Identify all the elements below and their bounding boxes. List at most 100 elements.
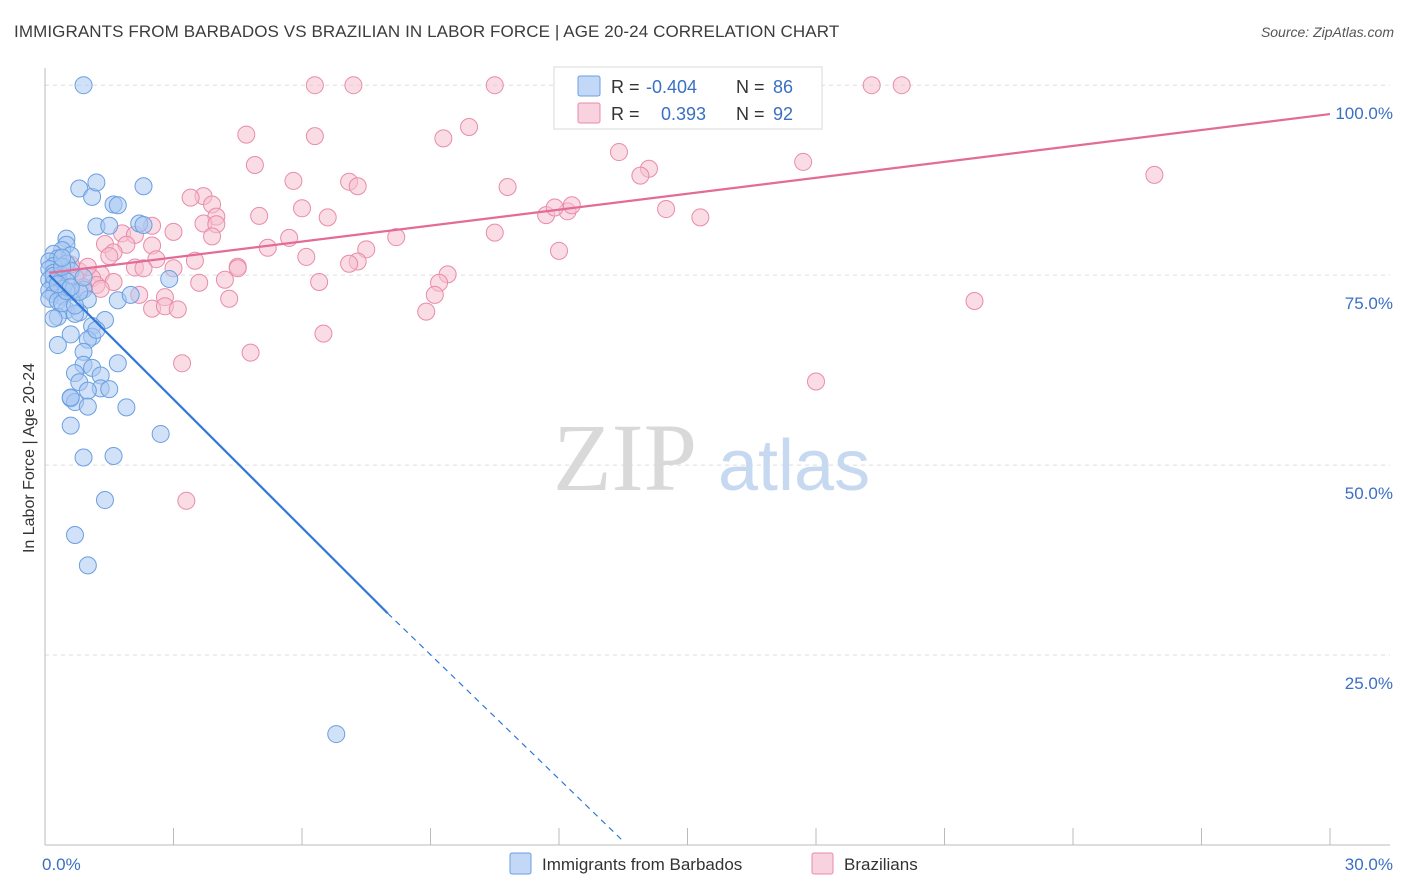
- brazilians-point: [203, 227, 222, 246]
- barbados-point: [61, 325, 80, 344]
- barbados-point: [134, 216, 153, 234]
- legend-n-label-1: N =: [736, 77, 765, 97]
- watermark: ZIP atlas: [553, 404, 870, 511]
- brazilians-point: [250, 206, 269, 225]
- trend-lines: [48, 112, 1331, 842]
- brazilians-point: [293, 199, 311, 218]
- legend-r-value-2: 0.393: [661, 104, 706, 124]
- barbados-point: [95, 491, 114, 510]
- brazilians-point: [691, 208, 710, 227]
- barbados-point: [134, 177, 153, 196]
- barbados-point: [48, 336, 67, 355]
- brazilians-point: [344, 76, 363, 95]
- legend-swatch-pink: [577, 102, 601, 124]
- barbados-point: [121, 285, 140, 304]
- brazilians-point: [417, 302, 436, 321]
- barbados-point: [100, 380, 119, 399]
- brazilians-point: [498, 178, 517, 197]
- y-tick-label-25: 25.0%: [1345, 674, 1393, 693]
- legend-swatch-brazilians: [811, 852, 834, 875]
- barbados-point: [104, 446, 123, 465]
- brazilians-point: [164, 222, 183, 241]
- brazilians-point: [357, 240, 376, 259]
- barbados-point: [74, 268, 93, 287]
- brazilians-point: [134, 259, 153, 278]
- brazilians-point: [485, 223, 504, 242]
- brazilians-point: [550, 241, 568, 260]
- brazilians-point: [220, 289, 239, 308]
- brazilians-point: [387, 228, 406, 247]
- brazilians-point: [862, 76, 881, 95]
- brazilians-point: [297, 247, 316, 266]
- barbados-point: [327, 725, 346, 744]
- brazilians-point: [460, 117, 479, 136]
- brazilians-point: [348, 177, 367, 196]
- brazilians-point: [892, 76, 911, 95]
- gridlines: [45, 84, 1390, 656]
- barbados-point: [44, 309, 63, 328]
- axes: [44, 68, 1390, 846]
- brazilians-point: [215, 270, 234, 289]
- brazilians-trend-line: [49, 112, 1331, 274]
- barbados-point: [108, 354, 127, 373]
- brazilians-point: [173, 354, 192, 373]
- brazilians-point: [100, 247, 119, 266]
- watermark-atlas: atlas: [718, 426, 870, 506]
- brazilians-point: [185, 251, 204, 270]
- legend-label-barbados: Immigrants from Barbados: [542, 855, 742, 874]
- brazilians-point: [1145, 165, 1164, 184]
- brazilians-point: [310, 272, 329, 291]
- brazilians-point: [181, 188, 200, 207]
- brazilians-point: [657, 200, 676, 219]
- brazilians-point: [631, 166, 650, 185]
- barbados-point: [151, 424, 170, 443]
- x-tick-label-max: 30.0%: [1345, 855, 1393, 874]
- legend-r-label-1: R =: [611, 77, 640, 97]
- y-tick-label-75: 75.0%: [1345, 294, 1393, 313]
- brazilians-point: [245, 155, 264, 174]
- barbados-point: [108, 196, 127, 215]
- chart-title: IMMIGRANTS FROM BARBADOS VS BRAZILIAN IN…: [14, 22, 840, 41]
- brazilians-point: [965, 291, 984, 310]
- barbados-trend-line: [48, 274, 389, 615]
- brazilians-point: [485, 76, 504, 95]
- brazilians-point: [545, 198, 564, 217]
- brazilians-point: [562, 196, 581, 215]
- brazilians-point: [340, 254, 359, 273]
- barbados-point: [61, 416, 80, 435]
- x-tick-label-min: 0.0%: [42, 855, 81, 874]
- brazilians-point: [425, 285, 444, 304]
- brazilians-point: [241, 343, 260, 362]
- barbados-point: [117, 398, 136, 417]
- barbados-point: [100, 216, 119, 235]
- barbados-point: [65, 526, 84, 544]
- y-axis-label: In Labor Force | Age 20-24: [21, 363, 38, 553]
- legend-n-label-2: N =: [736, 104, 765, 124]
- legend-n-value-2: 92: [773, 104, 793, 124]
- y-tick-labels: 25.0% 50.0% 75.0% 100.0%: [1335, 104, 1393, 693]
- brazilians-point: [168, 300, 187, 319]
- barbados-point: [78, 397, 97, 416]
- x-tick-labels: 0.0% 30.0%: [42, 855, 1393, 874]
- legend-swatch-barbados: [509, 852, 532, 875]
- correlation-legend: R = -0.404 N = 86 R = 0.393 N = 92: [553, 66, 823, 130]
- brazilians-point: [807, 372, 825, 391]
- brazilians-point: [284, 171, 303, 190]
- watermark-zip: ZIP: [553, 404, 697, 511]
- brazilians-point: [237, 125, 256, 144]
- barbados-point: [70, 179, 89, 198]
- series-legend: Immigrants from Barbados Brazilians: [509, 852, 918, 875]
- barbados-point: [74, 76, 93, 95]
- brazilians-point: [794, 152, 813, 171]
- legend-swatch-blue: [577, 75, 601, 97]
- y-tick-label-100: 100.0%: [1335, 104, 1393, 123]
- barbados-point: [87, 173, 106, 192]
- legend-r-label-2: R =: [611, 104, 640, 124]
- brazilians-point: [258, 238, 277, 257]
- brazilians-point: [305, 76, 324, 95]
- barbados-trend-extrapolation: [387, 612, 624, 842]
- barbados-point: [61, 388, 80, 407]
- brazilians-point: [177, 491, 196, 510]
- brazilians-point: [228, 259, 247, 278]
